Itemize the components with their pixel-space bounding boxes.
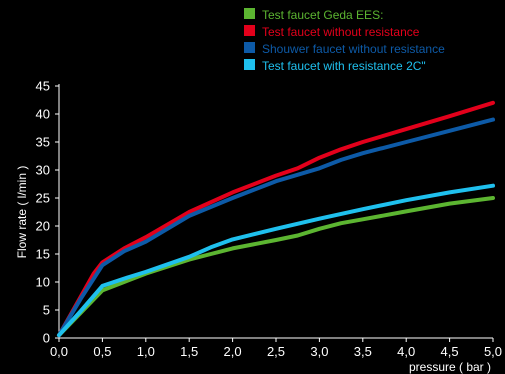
y-tick-label: 25 bbox=[36, 191, 50, 206]
legend-swatch-2 bbox=[244, 25, 255, 36]
y-tick-label: 10 bbox=[36, 275, 50, 290]
legend: Test faucet Geda EES: Test faucet without… bbox=[244, 8, 445, 73]
x-tick-label: 4,5 bbox=[441, 344, 459, 359]
x-tick-label: 1,5 bbox=[180, 344, 198, 359]
x-tick-label: 3,5 bbox=[354, 344, 372, 359]
y-tick-label: 5 bbox=[43, 303, 50, 318]
series-line-4 bbox=[57, 183, 495, 338]
legend-label-2: Test faucet without resistance bbox=[262, 25, 420, 39]
y-tick-label: 15 bbox=[36, 247, 50, 262]
series-line-3 bbox=[57, 117, 495, 338]
x-tick-label: 2,0 bbox=[224, 344, 242, 359]
legend-swatch-4 bbox=[244, 59, 255, 70]
legend-label-3: Shouwer faucet without resistance bbox=[262, 42, 445, 56]
series-line-1 bbox=[57, 196, 495, 338]
legend-swatch-1 bbox=[244, 8, 255, 19]
legend-label-1: Test faucet Geda EES: bbox=[262, 8, 383, 22]
x-tick-label: 3,0 bbox=[310, 344, 328, 359]
y-tick-label: 45 bbox=[36, 79, 50, 94]
y-tick-label: 30 bbox=[36, 163, 50, 178]
legend-swatch-3 bbox=[244, 42, 255, 53]
x-tick-label: 5,0 bbox=[484, 344, 502, 359]
plot-area: 0 5 10 15 20 25 30 35 40 45 0,0 0,5 1,0 1,5 2,0 2,5 3,0 3… bbox=[36, 79, 503, 360]
legend-label-4: Test faucet with resistance 2C" bbox=[262, 59, 426, 73]
y-tick-label: 40 bbox=[36, 107, 50, 122]
x-axis-title: pressure ( bar ) bbox=[409, 360, 491, 374]
x-tick-label: 2,5 bbox=[267, 344, 285, 359]
x-tick-label: 0,0 bbox=[50, 344, 68, 359]
x-tick-label: 4,0 bbox=[397, 344, 415, 359]
y-axis-title: Flow rate ( l/min ) bbox=[15, 166, 29, 259]
series-line-2 bbox=[57, 100, 495, 338]
y-tick-label: 0 bbox=[43, 331, 50, 346]
y-tick-label: 20 bbox=[36, 219, 50, 234]
x-tick-label: 1,0 bbox=[137, 344, 155, 359]
y-tick-label: 35 bbox=[36, 135, 50, 150]
x-tick-label: 0,5 bbox=[93, 344, 111, 359]
